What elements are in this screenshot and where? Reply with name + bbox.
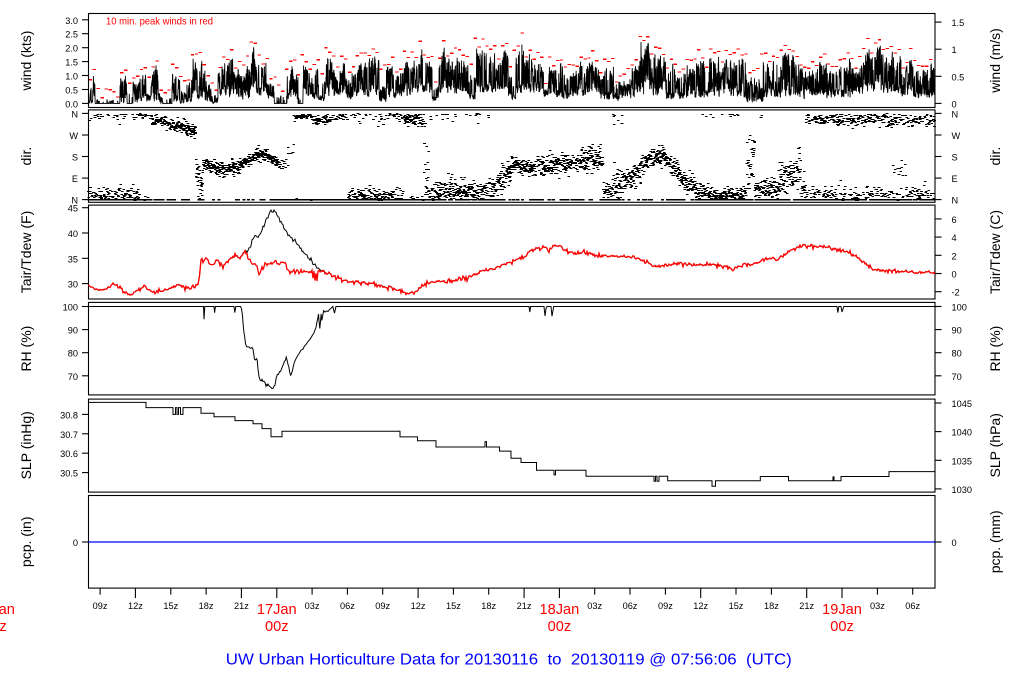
svg-text:12z: 12z: [128, 601, 143, 611]
svg-text:09z: 09z: [93, 601, 108, 611]
svg-text:03z: 03z: [305, 601, 320, 611]
svg-text:N: N: [71, 109, 78, 119]
svg-text:1.0: 1.0: [65, 72, 78, 82]
svg-text:0: 0: [952, 270, 957, 280]
svg-text:30.7: 30.7: [60, 430, 78, 440]
svg-text:1035: 1035: [952, 456, 972, 466]
svg-text:2.5: 2.5: [65, 30, 78, 40]
svg-text:1.5: 1.5: [65, 58, 78, 68]
svg-text:00z: 00z: [265, 619, 289, 635]
svg-text:06z: 06z: [905, 601, 920, 611]
svg-text:1: 1: [952, 45, 957, 55]
svg-text:30: 30: [68, 280, 78, 290]
svg-text:100: 100: [952, 303, 967, 313]
svg-text:70: 70: [68, 372, 78, 382]
svg-text:0: 0: [952, 538, 957, 548]
svg-text:0.5: 0.5: [65, 86, 78, 96]
svg-text:90: 90: [952, 326, 962, 336]
svg-text:100: 100: [63, 303, 78, 313]
svg-text:90: 90: [68, 326, 78, 336]
svg-text:30.8: 30.8: [60, 410, 78, 420]
svg-text:18z: 18z: [481, 601, 496, 611]
svg-text:09z: 09z: [658, 601, 673, 611]
svg-text:03z: 03z: [870, 601, 885, 611]
svg-text:21z: 21z: [234, 601, 249, 611]
svg-text:pcp. (in): pcp. (in): [18, 517, 34, 568]
svg-text:Tair/Tdew (F): Tair/Tdew (F): [18, 211, 34, 293]
svg-text:UW Urban Horticulture Data for: UW Urban Horticulture Data for 20130116 …: [226, 651, 792, 669]
svg-text:35: 35: [68, 254, 78, 264]
svg-text:00z: 00z: [830, 619, 854, 635]
svg-text:30.6: 30.6: [60, 449, 78, 459]
svg-text:21z: 21z: [517, 601, 532, 611]
svg-text:03z: 03z: [587, 601, 602, 611]
svg-text:1.5: 1.5: [952, 18, 965, 28]
svg-text:RH (%): RH (%): [18, 326, 34, 372]
svg-text:09z: 09z: [375, 601, 390, 611]
svg-text:17Jan: 17Jan: [257, 602, 297, 618]
svg-text:4: 4: [952, 233, 957, 243]
svg-text:6: 6: [952, 215, 957, 225]
svg-text:21z: 21z: [799, 601, 814, 611]
svg-text:12z: 12z: [411, 601, 426, 611]
svg-text:W: W: [69, 131, 78, 141]
svg-text:dir.: dir.: [987, 147, 1003, 166]
svg-text:15z: 15z: [163, 601, 178, 611]
svg-text:06z: 06z: [623, 601, 638, 611]
svg-text:-2: -2: [952, 288, 960, 298]
svg-text:80: 80: [68, 349, 78, 359]
svg-text:wind (m/s): wind (m/s): [987, 28, 1003, 94]
svg-text:12z: 12z: [693, 601, 708, 611]
svg-text:70: 70: [952, 372, 962, 382]
svg-text:E: E: [72, 174, 78, 184]
svg-text:1030: 1030: [952, 485, 972, 495]
svg-text:0: 0: [952, 99, 957, 109]
svg-text:40: 40: [68, 229, 78, 239]
svg-text:18z: 18z: [764, 601, 779, 611]
svg-text:dir.: dir.: [18, 147, 34, 166]
svg-text:Tair/Tdew (C): Tair/Tdew (C): [987, 210, 1003, 294]
svg-text:N: N: [952, 196, 959, 206]
svg-text:15z: 15z: [729, 601, 744, 611]
svg-text:S: S: [72, 153, 78, 163]
svg-text:0: 0: [73, 538, 78, 548]
svg-text:00z: 00z: [0, 619, 7, 635]
svg-text:1040: 1040: [952, 428, 972, 438]
svg-text:80: 80: [952, 349, 962, 359]
svg-text:2.0: 2.0: [65, 44, 78, 54]
svg-text:18z: 18z: [199, 601, 214, 611]
svg-text:E: E: [952, 174, 958, 184]
svg-text:30.5: 30.5: [60, 469, 78, 479]
svg-text:pcp. (mm): pcp. (mm): [987, 510, 1003, 573]
svg-text:06z: 06z: [340, 601, 355, 611]
svg-text:S: S: [952, 153, 958, 163]
svg-text:W: W: [952, 131, 961, 141]
svg-text:SLP (inHg): SLP (inHg): [18, 411, 34, 479]
svg-text:wind (kts): wind (kts): [18, 31, 34, 92]
svg-text:18Jan: 18Jan: [540, 602, 580, 618]
svg-text:45: 45: [68, 204, 78, 214]
svg-text:0.5: 0.5: [952, 72, 965, 82]
svg-text:00z: 00z: [548, 619, 572, 635]
svg-text:RH (%): RH (%): [987, 326, 1003, 372]
svg-text:3.0: 3.0: [65, 16, 78, 26]
svg-text:15z: 15z: [446, 601, 461, 611]
svg-text:19Jan: 19Jan: [822, 602, 862, 618]
svg-text:N: N: [952, 109, 959, 119]
svg-text:SLP (hPa): SLP (hPa): [987, 413, 1003, 477]
svg-text:0.0: 0.0: [65, 99, 78, 109]
svg-text:1045: 1045: [952, 399, 972, 409]
svg-text:16Jan: 16Jan: [0, 602, 15, 618]
svg-text:N: N: [71, 196, 78, 206]
svg-text:2: 2: [952, 251, 957, 261]
svg-text:10 min. peak winds in red: 10 min. peak winds in red: [106, 17, 213, 28]
